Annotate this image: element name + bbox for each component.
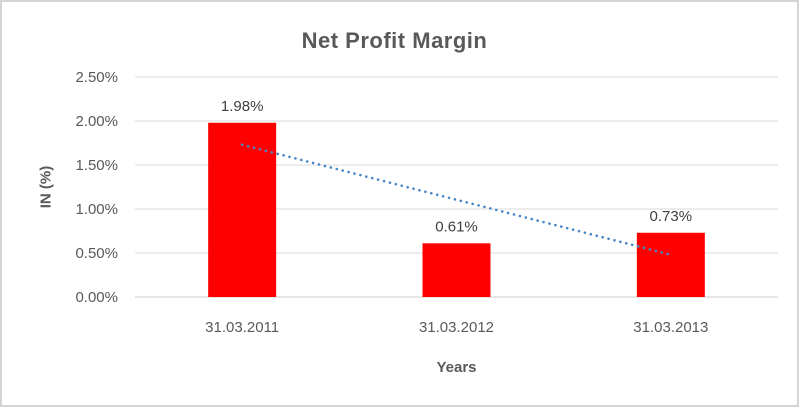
x-axis-title: Years [436,359,477,376]
x-tick-label: 31.03.2011 [205,319,279,336]
bar-31.03.2012[interactable] [422,243,491,297]
bar-31.03.2013[interactable] [636,232,705,297]
x-tick-label: 31.03.2013 [633,319,708,336]
y-tick-label: 1.50% [75,157,118,174]
data-label: 0.73% [650,208,693,225]
data-label: 1.98% [221,98,264,115]
y-tick-label: 1.00% [75,201,118,218]
chart-title: Net Profit Margin [301,28,488,53]
data-label: 0.61% [435,218,478,235]
y-tick-label: 0.00% [75,289,118,306]
trendline[interactable] [240,143,673,257]
bar-31.03.2011[interactable] [208,122,277,297]
y-tick-label: 2.50% [75,69,118,86]
y-tick-label: 2.00% [75,113,118,130]
x-tick-label: 31.03.2012 [419,319,494,336]
y-tick-label: 0.50% [75,245,118,262]
